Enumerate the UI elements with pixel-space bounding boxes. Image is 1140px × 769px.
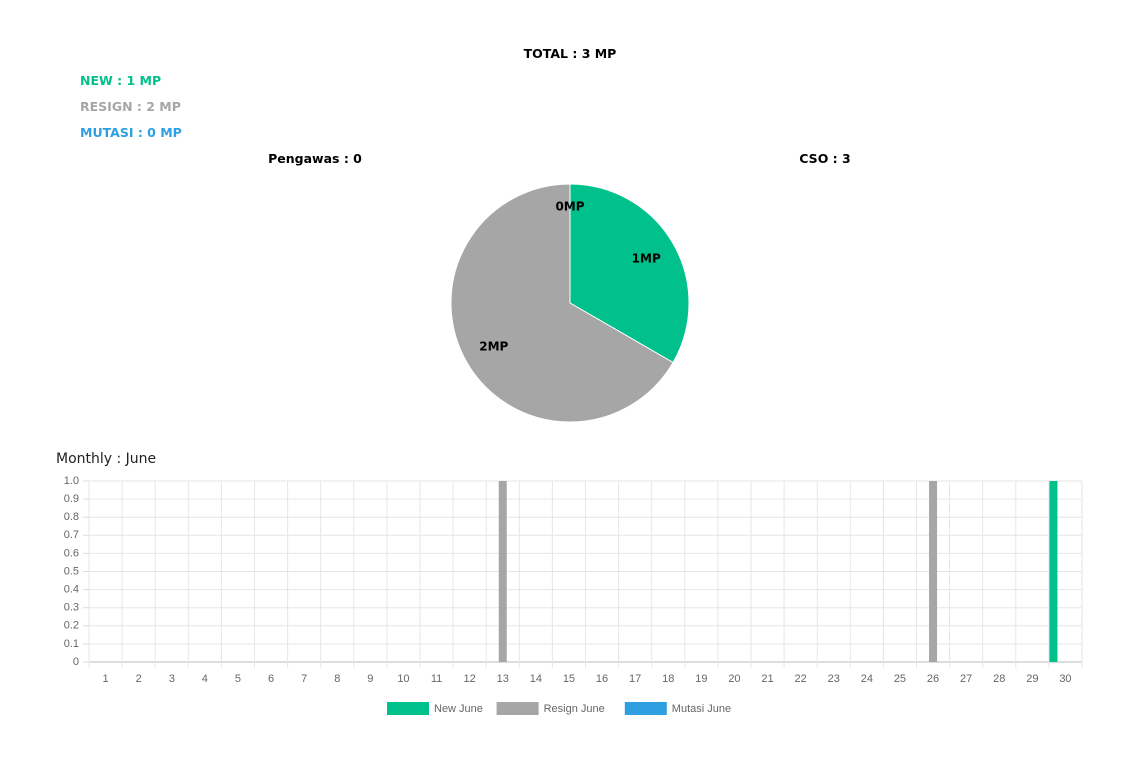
pie-label: 1MP <box>632 252 661 266</box>
x-tick-label: 20 <box>728 673 740 685</box>
x-tick-label: 4 <box>202 673 208 685</box>
x-tick-label: 14 <box>530 673 542 685</box>
x-tick-label: 3 <box>169 673 175 685</box>
y-tick-label: 0.6 <box>64 547 79 559</box>
x-tick-label: 15 <box>563 673 575 685</box>
x-tick-label: 24 <box>861 673 873 685</box>
x-tick-label: 17 <box>629 673 641 685</box>
y-tick-label: 0.7 <box>64 529 79 541</box>
x-tick-label: 22 <box>795 673 807 685</box>
y-tick-label: 0.8 <box>64 511 79 523</box>
x-tick-label: 12 <box>464 673 476 685</box>
y-tick-label: 0 <box>73 656 79 668</box>
y-tick-label: 0.2 <box>64 620 79 632</box>
x-tick-label: 18 <box>662 673 674 685</box>
x-tick-label: 5 <box>235 673 241 685</box>
x-tick-label: 25 <box>894 673 906 685</box>
bar <box>1049 481 1058 662</box>
x-tick-label: 10 <box>397 673 409 685</box>
new-label: NEW : 1 MP <box>80 73 162 88</box>
y-tick-label: 1.0 <box>64 475 79 487</box>
cso-label: CSO : 3 <box>799 151 851 166</box>
y-tick-label: 0.4 <box>64 584 79 596</box>
x-tick-label: 1 <box>102 673 108 685</box>
legend-label: New June <box>434 703 483 715</box>
legend-swatch <box>496 702 539 715</box>
bar <box>498 481 507 662</box>
legend-swatch <box>387 702 429 715</box>
x-tick-label: 8 <box>334 673 340 685</box>
x-tick-label: 23 <box>828 673 840 685</box>
x-tick-label: 2 <box>136 673 142 685</box>
x-tick-label: 26 <box>927 673 939 685</box>
pie-slice <box>450 183 674 423</box>
x-tick-label: 29 <box>1026 673 1038 685</box>
y-tick-label: 0.9 <box>64 493 79 505</box>
x-tick-label: 21 <box>761 673 773 685</box>
legend-label: Mutasi June <box>672 703 731 715</box>
mutasi-label: MUTASI : 0 MP <box>80 125 182 140</box>
total-label: TOTAL : 3 MP <box>523 46 617 61</box>
bar-title: Monthly : June <box>56 451 157 467</box>
x-tick-label: 13 <box>497 673 509 685</box>
legend-swatch <box>624 702 667 715</box>
x-tick-label: 27 <box>960 673 972 685</box>
pengawas-label: Pengawas : 0 <box>268 151 362 166</box>
x-tick-label: 28 <box>993 673 1005 685</box>
x-tick-label: 6 <box>268 673 274 685</box>
bar <box>929 481 938 662</box>
x-tick-label: 19 <box>695 673 707 685</box>
y-tick-label: 0.5 <box>64 565 79 577</box>
legend-label: Resign June <box>544 703 605 715</box>
x-tick-label: 16 <box>596 673 608 685</box>
pie-label: 2MP <box>479 340 508 354</box>
pie-slice <box>569 183 690 364</box>
pie-label: 0MP <box>555 200 584 214</box>
y-tick-label: 0.3 <box>64 602 79 614</box>
x-tick-label: 11 <box>431 673 442 685</box>
resign-label: RESIGN : 2 MP <box>80 99 181 114</box>
x-tick-label: 30 <box>1059 673 1071 685</box>
y-tick-label: 0.1 <box>64 638 79 650</box>
x-tick-label: 9 <box>367 673 373 685</box>
x-tick-label: 7 <box>301 673 307 685</box>
